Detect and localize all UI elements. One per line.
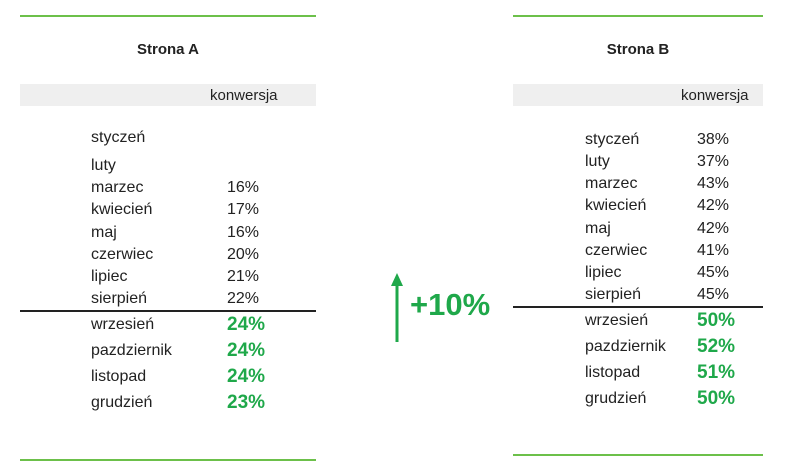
table-row: luty — [91, 157, 311, 179]
period-divider — [513, 306, 763, 308]
table-row: maj 16% — [91, 224, 311, 246]
panel-title: Strona B — [606, 41, 670, 58]
conversion-value: 17% — [227, 201, 260, 218]
conversion-value: 52% — [697, 336, 736, 357]
column-header-bar: konwersja — [20, 84, 316, 106]
month-label: sierpień — [585, 286, 642, 303]
conversion-value: 24% — [227, 314, 266, 335]
table-row: marzec 16% — [91, 179, 311, 201]
table-row: wrzesień 24% — [91, 314, 311, 338]
table-row: grudzień 50% — [585, 388, 789, 412]
conversion-value: 37% — [697, 153, 730, 170]
table-row: marzec 43% — [585, 175, 789, 197]
month-label: listopad — [91, 368, 147, 385]
arrow-up-icon — [391, 273, 403, 342]
conversion-value: 42% — [697, 197, 730, 214]
conversion-value: 45% — [697, 286, 730, 303]
table-row: sierpień 45% — [585, 286, 789, 308]
month-label: lipiec — [91, 268, 128, 285]
table-row: styczeń — [91, 129, 311, 151]
table-row: luty 37% — [585, 153, 789, 175]
table-row: pazdziernik 52% — [585, 336, 789, 360]
table-row: lipiec 45% — [585, 264, 789, 286]
bottom-rule — [513, 454, 763, 456]
month-label: pazdziernik — [91, 342, 172, 359]
month-label: pazdziernik — [585, 338, 666, 355]
conversion-value: 50% — [697, 310, 736, 331]
conversion-value: 23% — [227, 392, 266, 413]
column-header: konwersja — [681, 87, 749, 104]
conversion-value: 16% — [227, 179, 260, 196]
table-row: lipiec 21% — [91, 268, 311, 290]
bottom-rule — [20, 459, 316, 461]
month-label: marzec — [91, 179, 144, 196]
table-row: czerwiec 41% — [585, 242, 789, 264]
conversion-value: 21% — [227, 268, 260, 285]
table-row: kwiecień 17% — [91, 201, 311, 223]
month-label: czerwiec — [585, 242, 648, 259]
table-row: maj 42% — [585, 220, 789, 242]
top-rule — [20, 15, 316, 17]
month-label: grudzień — [585, 390, 647, 407]
column-header-bar: konwersja — [513, 84, 763, 106]
conversion-value: 24% — [227, 366, 266, 387]
conversion-value: 42% — [697, 220, 730, 237]
column-header: konwersja — [210, 87, 278, 104]
month-label: kwiecień — [91, 201, 153, 218]
month-label: styczeń — [91, 129, 146, 146]
conversion-value: 45% — [697, 264, 730, 281]
table-row: listopad 24% — [91, 366, 311, 390]
month-label: wrzesień — [91, 316, 155, 333]
table-row: kwiecień 42% — [585, 197, 789, 219]
table-row: grudzień 23% — [91, 392, 311, 416]
conversion-value: 24% — [227, 340, 266, 361]
conversion-value: 50% — [697, 388, 736, 409]
month-label: wrzesień — [585, 312, 649, 329]
conversion-value: 22% — [227, 290, 260, 307]
month-label: kwiecień — [585, 197, 647, 214]
month-label: maj — [585, 220, 611, 237]
table-row: pazdziernik 24% — [91, 340, 311, 364]
month-label: sierpień — [91, 290, 148, 307]
conversion-value: 43% — [697, 175, 730, 192]
delta-label: +10% — [410, 287, 491, 322]
month-label: luty — [91, 157, 116, 174]
conversion-value: 51% — [697, 362, 736, 383]
month-label: marzec — [585, 175, 638, 192]
table-row: wrzesień 50% — [585, 310, 789, 334]
panel-title: Strona A — [137, 41, 199, 58]
month-label: czerwiec — [91, 246, 154, 263]
month-label: lipiec — [585, 264, 622, 281]
conversion-value: 20% — [227, 246, 260, 263]
table-row: listopad 51% — [585, 362, 789, 386]
month-label: grudzień — [91, 394, 153, 411]
table-row: czerwiec 20% — [91, 246, 311, 268]
conversion-value: 16% — [227, 224, 260, 241]
table-row: styczeń 38% — [585, 131, 789, 153]
top-rule — [513, 15, 763, 17]
table-row: sierpień 22% — [91, 290, 311, 312]
month-label: listopad — [585, 364, 641, 381]
conversion-value: 41% — [697, 242, 730, 259]
period-divider — [20, 310, 316, 312]
conversion-value: 38% — [697, 131, 730, 148]
month-label: luty — [585, 153, 610, 170]
month-label: maj — [91, 224, 117, 241]
month-label: styczeń — [585, 131, 640, 148]
